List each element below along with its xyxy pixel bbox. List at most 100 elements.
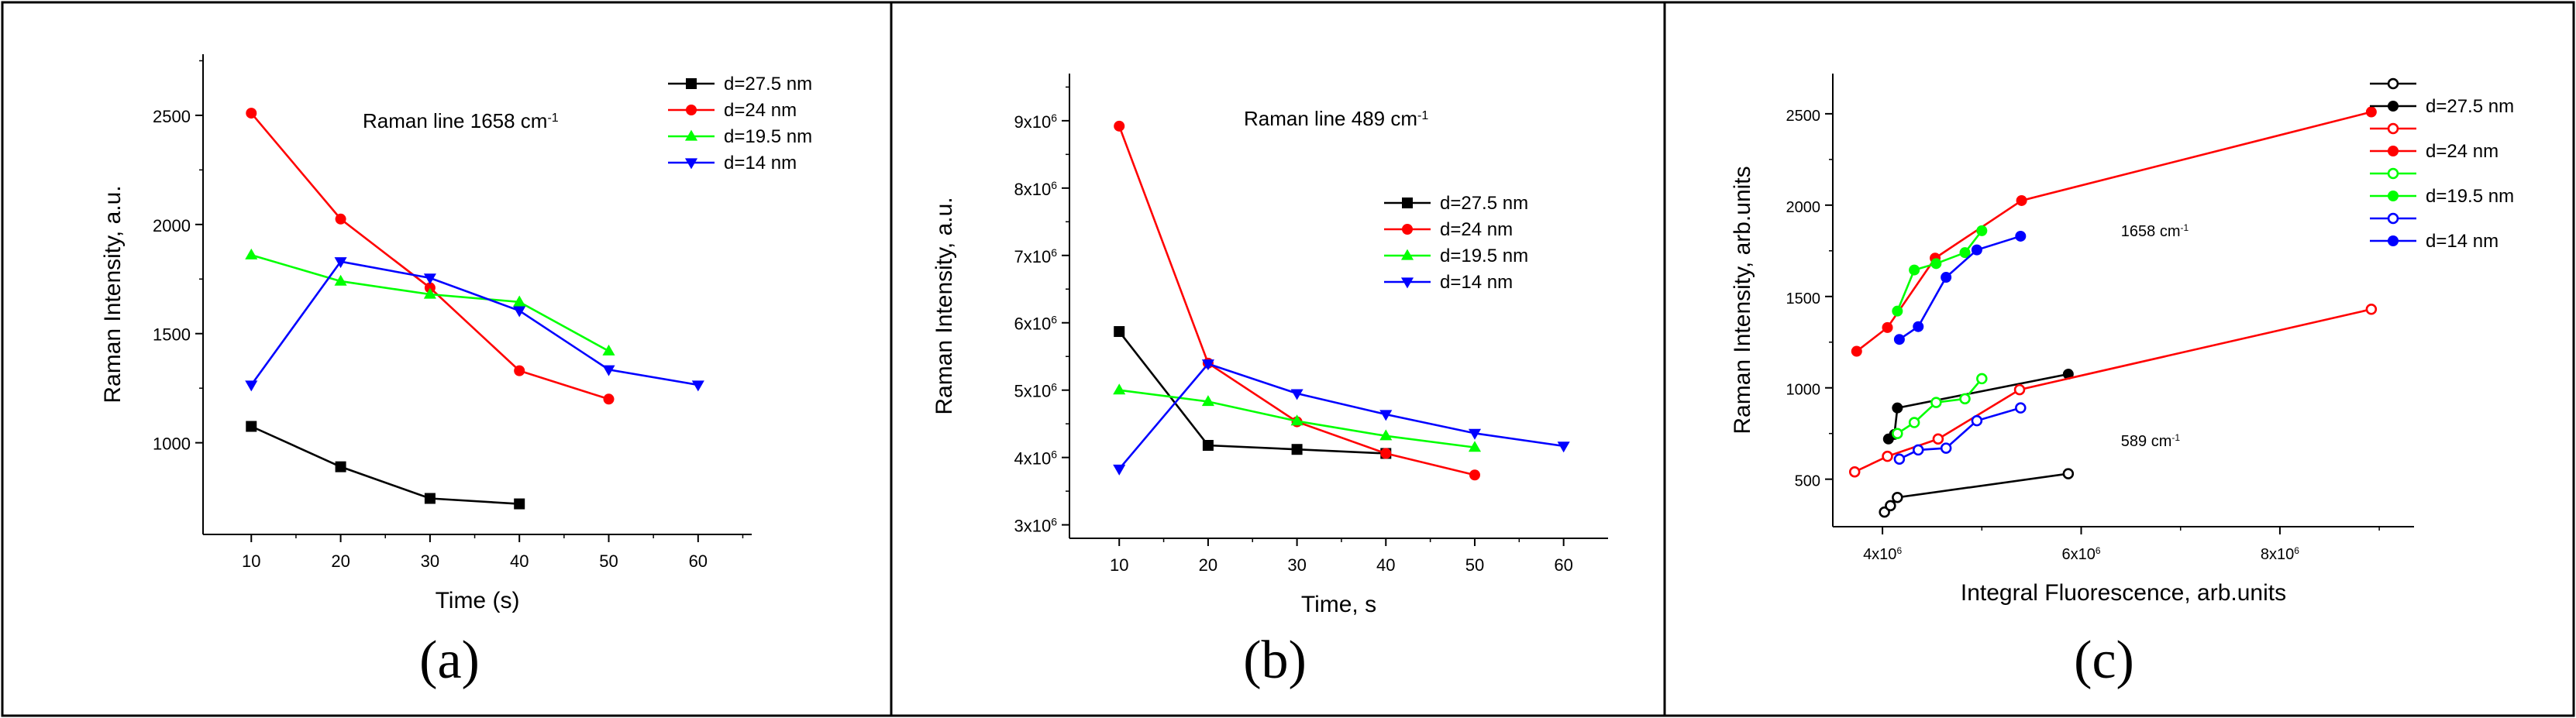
chart-a-data-point bbox=[423, 273, 436, 285]
chart-a-legend-label: d=27.5 nm bbox=[724, 74, 812, 94]
chart-c-y-axis-label: Raman Intensity, arb.units bbox=[1730, 166, 1755, 434]
chart-c-data-point bbox=[1885, 500, 1896, 512]
chart-b-xtick-label: 10 bbox=[1110, 555, 1128, 575]
panel-a-label: (a) bbox=[419, 630, 480, 690]
chart-b-data-point bbox=[1290, 414, 1303, 426]
chart-c-ytick-label: 500 bbox=[1795, 473, 1820, 490]
chart-b-ytick-label: 4x106 bbox=[1014, 448, 1057, 469]
chart-b-legend-label: d=27.5 nm bbox=[1440, 193, 1528, 214]
chart-c-annotation: 589 cm-1 bbox=[2121, 432, 2181, 450]
panel-b-label: (b) bbox=[1243, 630, 1307, 690]
chart-c-data-point bbox=[1930, 397, 1942, 408]
chart-c-data-point bbox=[1848, 465, 1861, 478]
chart-b-legend-marker bbox=[1402, 198, 1413, 208]
chart-b-annotation: Raman line 489 cm-1 bbox=[1244, 107, 1428, 130]
chart-a-data-point bbox=[423, 287, 436, 299]
chart-a-xtick-label: 20 bbox=[331, 551, 350, 571]
chart-c-legend-marker bbox=[2388, 191, 2399, 201]
chart-b-ytick-label: 9x106 bbox=[1014, 112, 1057, 132]
chart-a-data-point bbox=[246, 421, 257, 432]
chart-c-data-point bbox=[2365, 106, 2377, 118]
chart-a-legend-label: d=14 nm bbox=[724, 153, 797, 173]
chart-b-legend-label: d=19.5 nm bbox=[1440, 246, 1528, 266]
chart-b-data-point bbox=[1114, 120, 1125, 132]
chart-b-ytick-label: 8x106 bbox=[1014, 179, 1057, 199]
chart-a-data-point bbox=[334, 257, 347, 269]
chart-c-data-point bbox=[2062, 369, 2074, 380]
chart-c-ytick-label: 2000 bbox=[1786, 199, 1821, 216]
chart-c-data-point bbox=[2016, 194, 2027, 206]
chart-c-data-point bbox=[2013, 383, 2026, 396]
chart-a-series-line bbox=[250, 260, 699, 386]
chart-a-ytick-label: 1000 bbox=[153, 435, 191, 454]
chart-b-ytick-label: 7x106 bbox=[1014, 246, 1057, 266]
panel-b: 10 20 30 40 50 60 3x106 4x106 5x106 6x106 7x106 8x1… bbox=[932, 74, 1608, 617]
chart-c-data-point bbox=[1976, 373, 1988, 385]
chart-b-xtick-label: 30 bbox=[1287, 555, 1306, 575]
chart-a-data-point bbox=[514, 365, 525, 376]
chart-a-data-point bbox=[603, 393, 615, 405]
chart-b-ytick-label: 5x106 bbox=[1014, 381, 1057, 401]
chart-a-xtick-label: 60 bbox=[689, 551, 708, 571]
chart-c-legend-marker bbox=[2387, 167, 2399, 180]
chart-c-data-point bbox=[1976, 225, 1988, 236]
panel-a: 10 20 30 40 50 60 1000 1500 2000 2500 Time (s) Rama… bbox=[100, 54, 812, 613]
chart-a-ytick-label: 2500 bbox=[153, 107, 191, 126]
chart-c-data-point bbox=[2015, 230, 2027, 242]
chart-c-data-point bbox=[1882, 321, 1893, 333]
chart-c-data-point bbox=[1971, 244, 1982, 256]
chart-b-xtick-label: 20 bbox=[1199, 555, 1217, 575]
chart-c-data-point bbox=[2365, 304, 2378, 315]
chart-c-legend-marker bbox=[2388, 101, 2399, 112]
chart-b-data-point bbox=[1468, 441, 1482, 452]
chart-c-data-point bbox=[1893, 453, 1906, 465]
chart-b-data-point bbox=[1557, 441, 1570, 453]
chart-a-legend-label: d=24 nm bbox=[724, 100, 797, 121]
chart-a-data-point bbox=[513, 306, 526, 318]
chart-c-data-point bbox=[1893, 334, 1905, 345]
chart-b-legend-label: d=24 nm bbox=[1440, 219, 1513, 240]
chart-c-data-point bbox=[1913, 444, 1924, 456]
chart-b-data-point bbox=[1291, 444, 1303, 455]
chart-c-ytick-label: 1500 bbox=[1786, 290, 1821, 307]
chart-b-legend-marker bbox=[1400, 277, 1414, 289]
chart-c-legend-label: d=27.5 nm bbox=[2426, 96, 2514, 117]
chart-b-xtick-label: 50 bbox=[1465, 555, 1484, 575]
chart-c-legend-marker bbox=[2388, 235, 2399, 246]
chart-c-annotation: 1658 cm-1 bbox=[2121, 222, 2189, 240]
chart-b-data-point bbox=[1202, 440, 1214, 451]
chart-c-legend-marker bbox=[2388, 146, 2399, 156]
chart-a-data-point bbox=[602, 344, 615, 356]
chart-c-legend-marker bbox=[2387, 77, 2399, 90]
chart-b-xtick-label: 60 bbox=[1554, 555, 1572, 575]
chart-a-legend-label: d=19.5 nm bbox=[724, 126, 812, 147]
panel-c: 4x106 6x106 8x106 500 1000 1500 2000 2500 Integr… bbox=[1730, 74, 2514, 606]
chart-c-data-point bbox=[1932, 433, 1944, 445]
chart-a-xtick-label: 30 bbox=[421, 551, 439, 571]
chart-c-data-point bbox=[1892, 428, 1903, 439]
chart-b-series-line bbox=[1118, 331, 1386, 455]
chart-a-legend-marker bbox=[684, 129, 698, 141]
chart-b-legend-marker bbox=[1402, 224, 1413, 235]
chart-b-legend-marker bbox=[1400, 249, 1414, 260]
chart-a-ytick-label: 2000 bbox=[153, 216, 191, 235]
chart-b-data-point bbox=[1468, 428, 1482, 440]
chart-c-ytick-label: 2500 bbox=[1786, 108, 1821, 125]
chart-b-data-point bbox=[1113, 464, 1126, 476]
chart-b-ytick-label: 3x106 bbox=[1014, 516, 1057, 536]
chart-a-data-point bbox=[514, 498, 525, 510]
chart-b-x-axis-label: Time, s bbox=[1301, 592, 1376, 617]
chart-a-series-line bbox=[250, 425, 520, 505]
chart-a-data-point bbox=[335, 213, 346, 225]
chart-a-data-point bbox=[602, 365, 615, 376]
chart-c-data-point bbox=[1959, 247, 1971, 259]
chart-b-data-point bbox=[1113, 383, 1126, 395]
chart-b-data-point bbox=[1290, 389, 1303, 400]
chart-c-data-point bbox=[2015, 402, 2027, 414]
chart-a-data-point bbox=[691, 380, 704, 392]
panel-c-label: (c) bbox=[2074, 630, 2134, 690]
chart-b-data-point bbox=[1379, 410, 1393, 421]
chart-c-legend-label: d=14 nm bbox=[2426, 231, 2499, 252]
chart-c-legend-label: d=24 nm bbox=[2426, 141, 2499, 162]
